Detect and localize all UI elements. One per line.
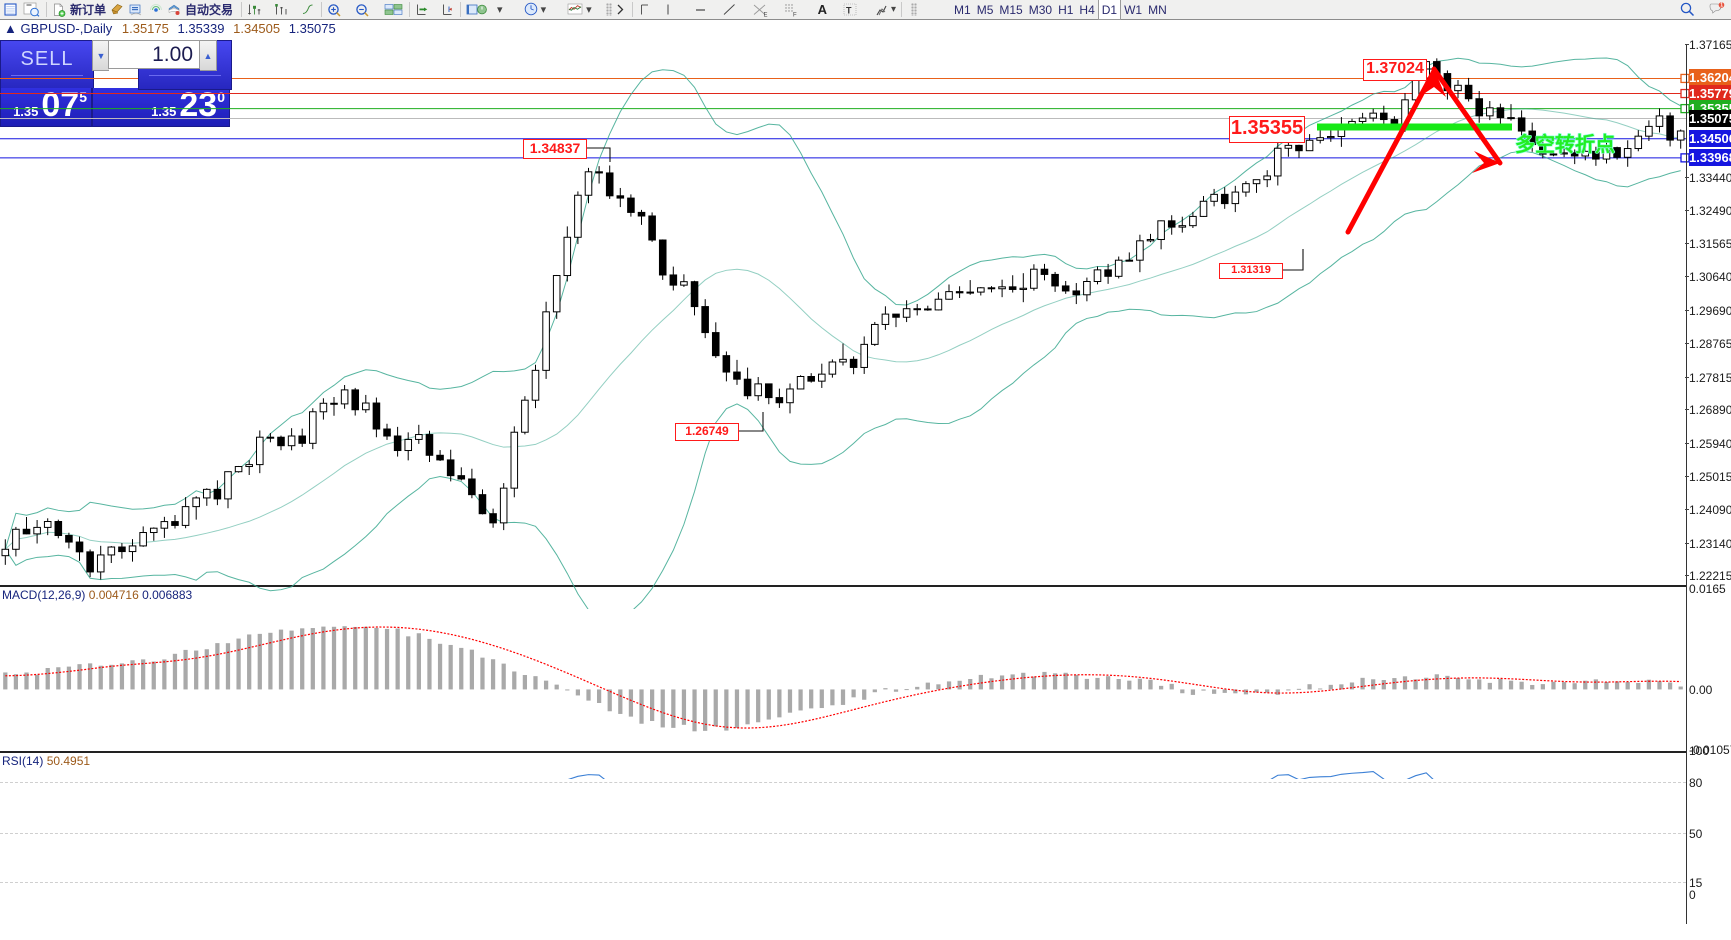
svg-text:F: F <box>793 12 797 17</box>
svg-text:1: 1 <box>1720 2 1723 8</box>
svg-text:E: E <box>763 12 767 17</box>
svg-text:T: T <box>846 5 852 15</box>
